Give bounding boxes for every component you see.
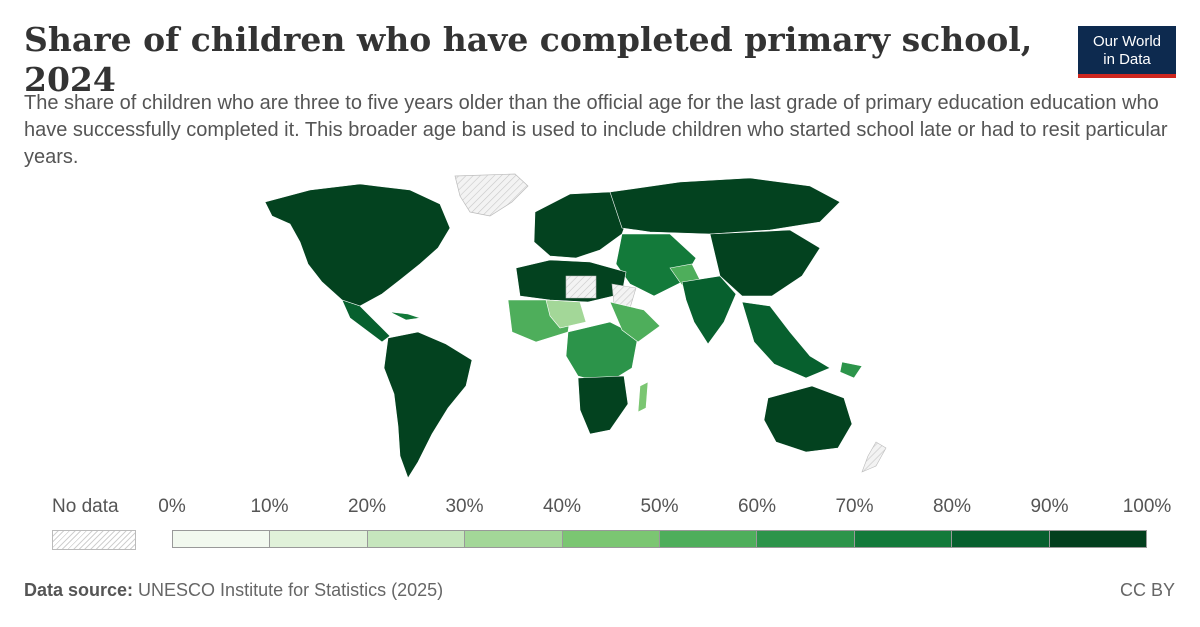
- chart-subtitle: The share of children who are three to f…: [24, 92, 1168, 168]
- scale-tick-label: 40%: [542, 496, 582, 517]
- region-east-africa[interactable]: [609, 301, 661, 343]
- scale-bin-9[interactable]: [1049, 531, 1147, 547]
- scale-tick-label: 90%: [1030, 496, 1069, 517]
- region-southeast-asia[interactable]: [741, 301, 831, 379]
- scale-bin-6[interactable]: [757, 531, 855, 547]
- region-papua[interactable]: [839, 361, 863, 379]
- scale-tick-label: 60%: [737, 496, 777, 517]
- region-east-asia[interactable]: [709, 229, 821, 297]
- scale-bin-7[interactable]: [854, 531, 953, 547]
- scale-tick-label: 100%: [1122, 496, 1172, 517]
- region-russia[interactable]: [609, 177, 841, 235]
- world-choropleth-map: [264, 173, 887, 479]
- scale-bin-2[interactable]: [367, 531, 466, 547]
- data-source-text[interactable]: UNESCO Institute for Statistics (2025): [133, 580, 444, 600]
- scale-bin-8[interactable]: [952, 531, 1050, 547]
- scale-tick-label: 30%: [445, 496, 484, 517]
- no-data-label: No data: [52, 496, 119, 517]
- scale-bin-5[interactable]: [660, 531, 758, 547]
- scale-bin-0[interactable]: [173, 531, 271, 547]
- scale-tick-label: 0%: [158, 496, 186, 517]
- no-data-swatch: [52, 530, 136, 550]
- scale-tick-label: 20%: [347, 496, 387, 517]
- scale-tick-label: 10%: [250, 496, 289, 517]
- region-sahel[interactable]: [545, 299, 587, 329]
- region-southern-africa[interactable]: [577, 375, 629, 435]
- license[interactable]: CC BY: [1119, 580, 1175, 600]
- region-new-zealand[interactable]: [861, 441, 887, 473]
- region-central-america[interactable]: [341, 299, 391, 343]
- region-north-america[interactable]: [264, 183, 451, 307]
- region-central-asia[interactable]: [615, 233, 697, 297]
- region-europe[interactable]: [533, 191, 631, 259]
- data-source-label: Data source:: [24, 580, 134, 600]
- chart-title: Share of children who have completed pri…: [24, 20, 1033, 99]
- scale-tick-label: 50%: [640, 496, 679, 517]
- region-south-asia[interactable]: [681, 275, 737, 345]
- scale-tick-label: 70%: [835, 496, 874, 517]
- region-greenland[interactable]: [454, 173, 529, 217]
- region-australia[interactable]: [763, 385, 853, 453]
- region-madagascar[interactable]: [637, 381, 649, 413]
- data-source: Data source: UNESCO Institute for Statis…: [24, 580, 443, 601]
- region-south-america[interactable]: [383, 331, 473, 479]
- region-caribbean[interactable]: [389, 311, 421, 321]
- owid-logo[interactable]: Our World in Data: [1078, 26, 1176, 78]
- region-libya[interactable]: [565, 275, 597, 299]
- scale-tick-label: 80%: [932, 496, 972, 517]
- scale-bin-3[interactable]: [465, 531, 563, 547]
- scale-bin-4[interactable]: [562, 531, 661, 547]
- color-scale: [172, 530, 1147, 548]
- scale-bin-1[interactable]: [270, 531, 368, 547]
- logo-line-2: in Data: [1103, 51, 1151, 68]
- logo-line-1: Our World: [1092, 33, 1162, 50]
